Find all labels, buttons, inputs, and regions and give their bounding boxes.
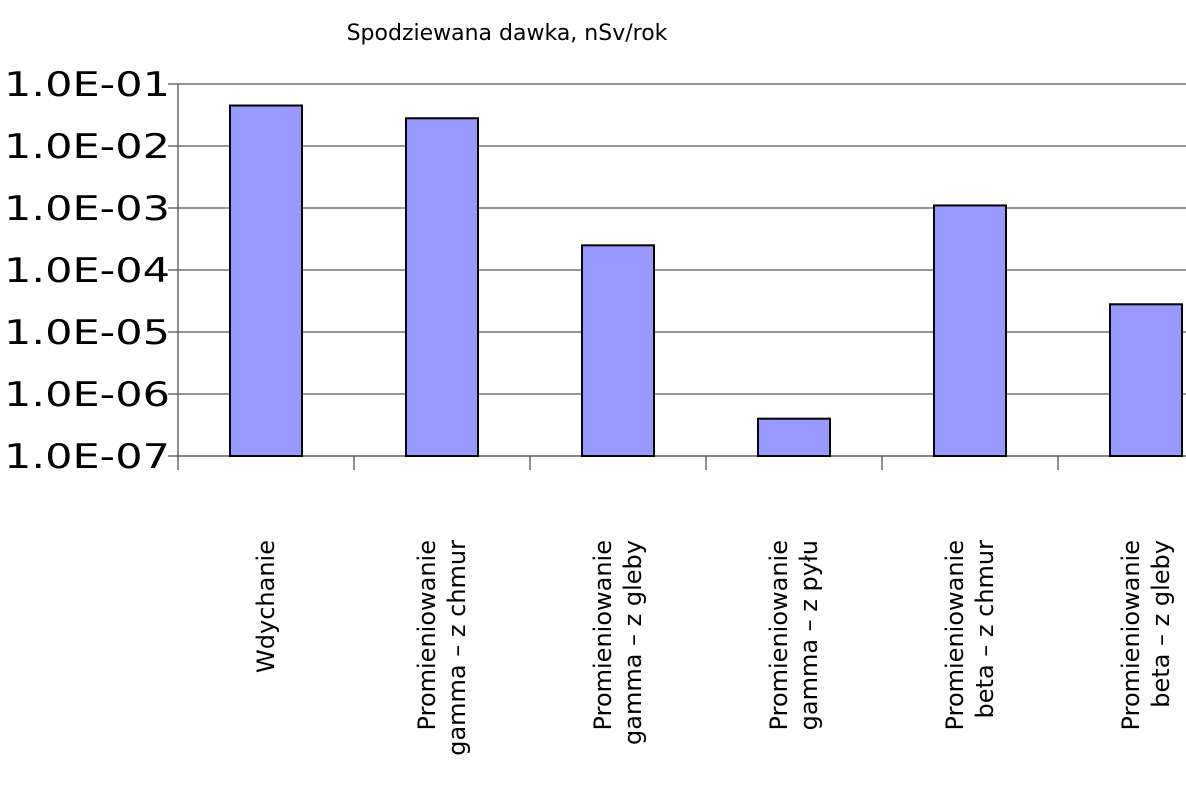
bar bbox=[1109, 303, 1183, 458]
x-tick-label: beta – z gleby bbox=[1147, 540, 1175, 708]
x-tick-label: gamma – z chmur bbox=[443, 540, 471, 756]
x-tick-label: Promieniowanie bbox=[765, 540, 793, 730]
y-tick-labels: 1.0E-01 1.0E-02 1.0E-03 1.0E-04 1.0E-05 1.0E-… bbox=[4, 65, 170, 477]
y-tick-label: 1.0E-07 bbox=[4, 437, 170, 477]
y-tick-label: 1.0E-05 bbox=[4, 313, 170, 353]
x-tick-label: Promieniowanie bbox=[941, 540, 969, 730]
bar bbox=[933, 204, 1007, 457]
x-tick-label: gamma – z gleby bbox=[619, 540, 647, 745]
y-tick-label: 1.0E-03 bbox=[4, 189, 170, 229]
y-tick-label: 1.0E-02 bbox=[4, 127, 170, 167]
bars-layer bbox=[229, 104, 1183, 458]
bar bbox=[405, 117, 479, 457]
x-tick-label: beta – z chmur bbox=[971, 540, 999, 719]
x-tick-labels: Wdychanie Promieniowanie gamma – z chmur Pr… bbox=[252, 540, 1175, 756]
x-tick-label: Promieniowanie bbox=[589, 540, 617, 730]
grid-layer bbox=[178, 83, 1186, 457]
x-tick-label: Promieniowanie bbox=[1117, 540, 1145, 730]
x-tick-label: Wdychanie bbox=[252, 540, 280, 673]
x-tick-label: Promieniowanie bbox=[413, 540, 441, 730]
x-tick-label: gamma – z pyłu bbox=[795, 540, 823, 730]
y-tick-label: 1.0E-01 bbox=[4, 65, 170, 105]
y-tick-label: 1.0E-06 bbox=[4, 375, 170, 415]
y-tick-label: 1.0E-04 bbox=[4, 251, 170, 291]
bar bbox=[757, 417, 831, 457]
axis-layer bbox=[168, 83, 1186, 470]
chart-title: Spodziewana dawka, nSv/rok bbox=[347, 21, 668, 46]
bar bbox=[229, 104, 303, 457]
bar bbox=[581, 244, 655, 457]
